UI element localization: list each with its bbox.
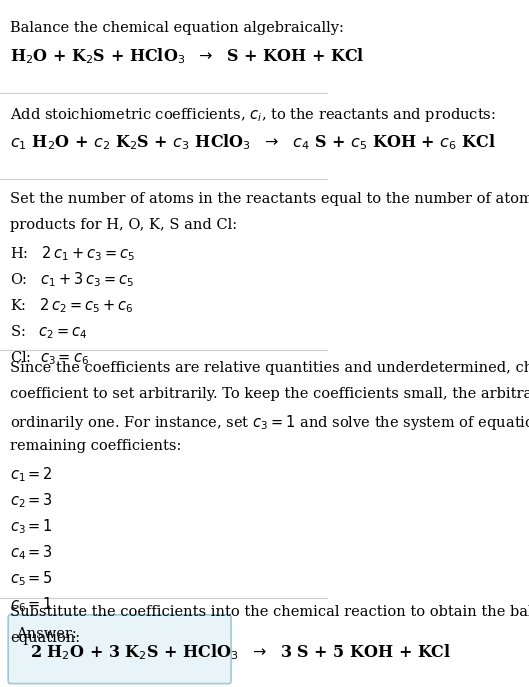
Text: Substitute the coefficients into the chemical reaction to obtain the balanced: Substitute the coefficients into the che…	[10, 605, 529, 618]
Text: O:   $c_1 + 3\,c_3 = c_5$: O: $c_1 + 3\,c_3 = c_5$	[10, 271, 134, 289]
Text: Balance the chemical equation algebraically:: Balance the chemical equation algebraica…	[10, 21, 344, 34]
Text: Cl:  $c_3 = c_6$: Cl: $c_3 = c_6$	[10, 349, 89, 367]
Text: H:   $2\,c_1 + c_3 = c_5$: H: $2\,c_1 + c_3 = c_5$	[10, 245, 135, 263]
Text: $c_4 = 3$: $c_4 = 3$	[10, 543, 53, 562]
Text: $c_2 = 3$: $c_2 = 3$	[10, 491, 53, 510]
Text: products for H, O, K, S and Cl:: products for H, O, K, S and Cl:	[10, 218, 237, 232]
Text: coefficient to set arbitrarily. To keep the coefficients small, the arbitrary va: coefficient to set arbitrarily. To keep …	[10, 387, 529, 401]
Text: $c_6 = 1$: $c_6 = 1$	[10, 596, 53, 614]
Text: $c_1 = 2$: $c_1 = 2$	[10, 465, 53, 484]
Text: remaining coefficients:: remaining coefficients:	[10, 439, 181, 453]
Text: H$_2$O + K$_2$S + HClO$_3$  $\rightarrow$  S + KOH + KCl: H$_2$O + K$_2$S + HClO$_3$ $\rightarrow$…	[10, 47, 364, 67]
Text: K:   $2\,c_2 = c_5 + c_6$: K: $2\,c_2 = c_5 + c_6$	[10, 297, 133, 315]
Text: $c_3 = 1$: $c_3 = 1$	[10, 517, 53, 536]
Text: S:   $c_2 = c_4$: S: $c_2 = c_4$	[10, 323, 88, 341]
Text: $c_1$ H$_2$O + $c_2$ K$_2$S + $c_3$ HClO$_3$  $\rightarrow$  $c_4$ S + $c_5$ KOH: $c_1$ H$_2$O + $c_2$ K$_2$S + $c_3$ HClO…	[10, 133, 496, 153]
Text: $c_5 = 5$: $c_5 = 5$	[10, 570, 53, 588]
Text: Add stoichiometric coefficients, $c_i$, to the reactants and products:: Add stoichiometric coefficients, $c_i$, …	[10, 106, 496, 124]
Text: ordinarily one. For instance, set $c_3 = 1$ and solve the system of equations fo: ordinarily one. For instance, set $c_3 =…	[10, 413, 529, 432]
Text: Answer:: Answer:	[16, 627, 77, 640]
Text: equation:: equation:	[10, 631, 80, 644]
FancyBboxPatch shape	[8, 615, 231, 684]
Text: 2 H$_2$O + 3 K$_2$S + HClO$_3$  $\rightarrow$  3 S + 5 KOH + KCl: 2 H$_2$O + 3 K$_2$S + HClO$_3$ $\rightar…	[30, 642, 451, 662]
Text: Since the coefficients are relative quantities and underdetermined, choose a: Since the coefficients are relative quan…	[10, 361, 529, 374]
Text: Set the number of atoms in the reactants equal to the number of atoms in the: Set the number of atoms in the reactants…	[10, 192, 529, 206]
